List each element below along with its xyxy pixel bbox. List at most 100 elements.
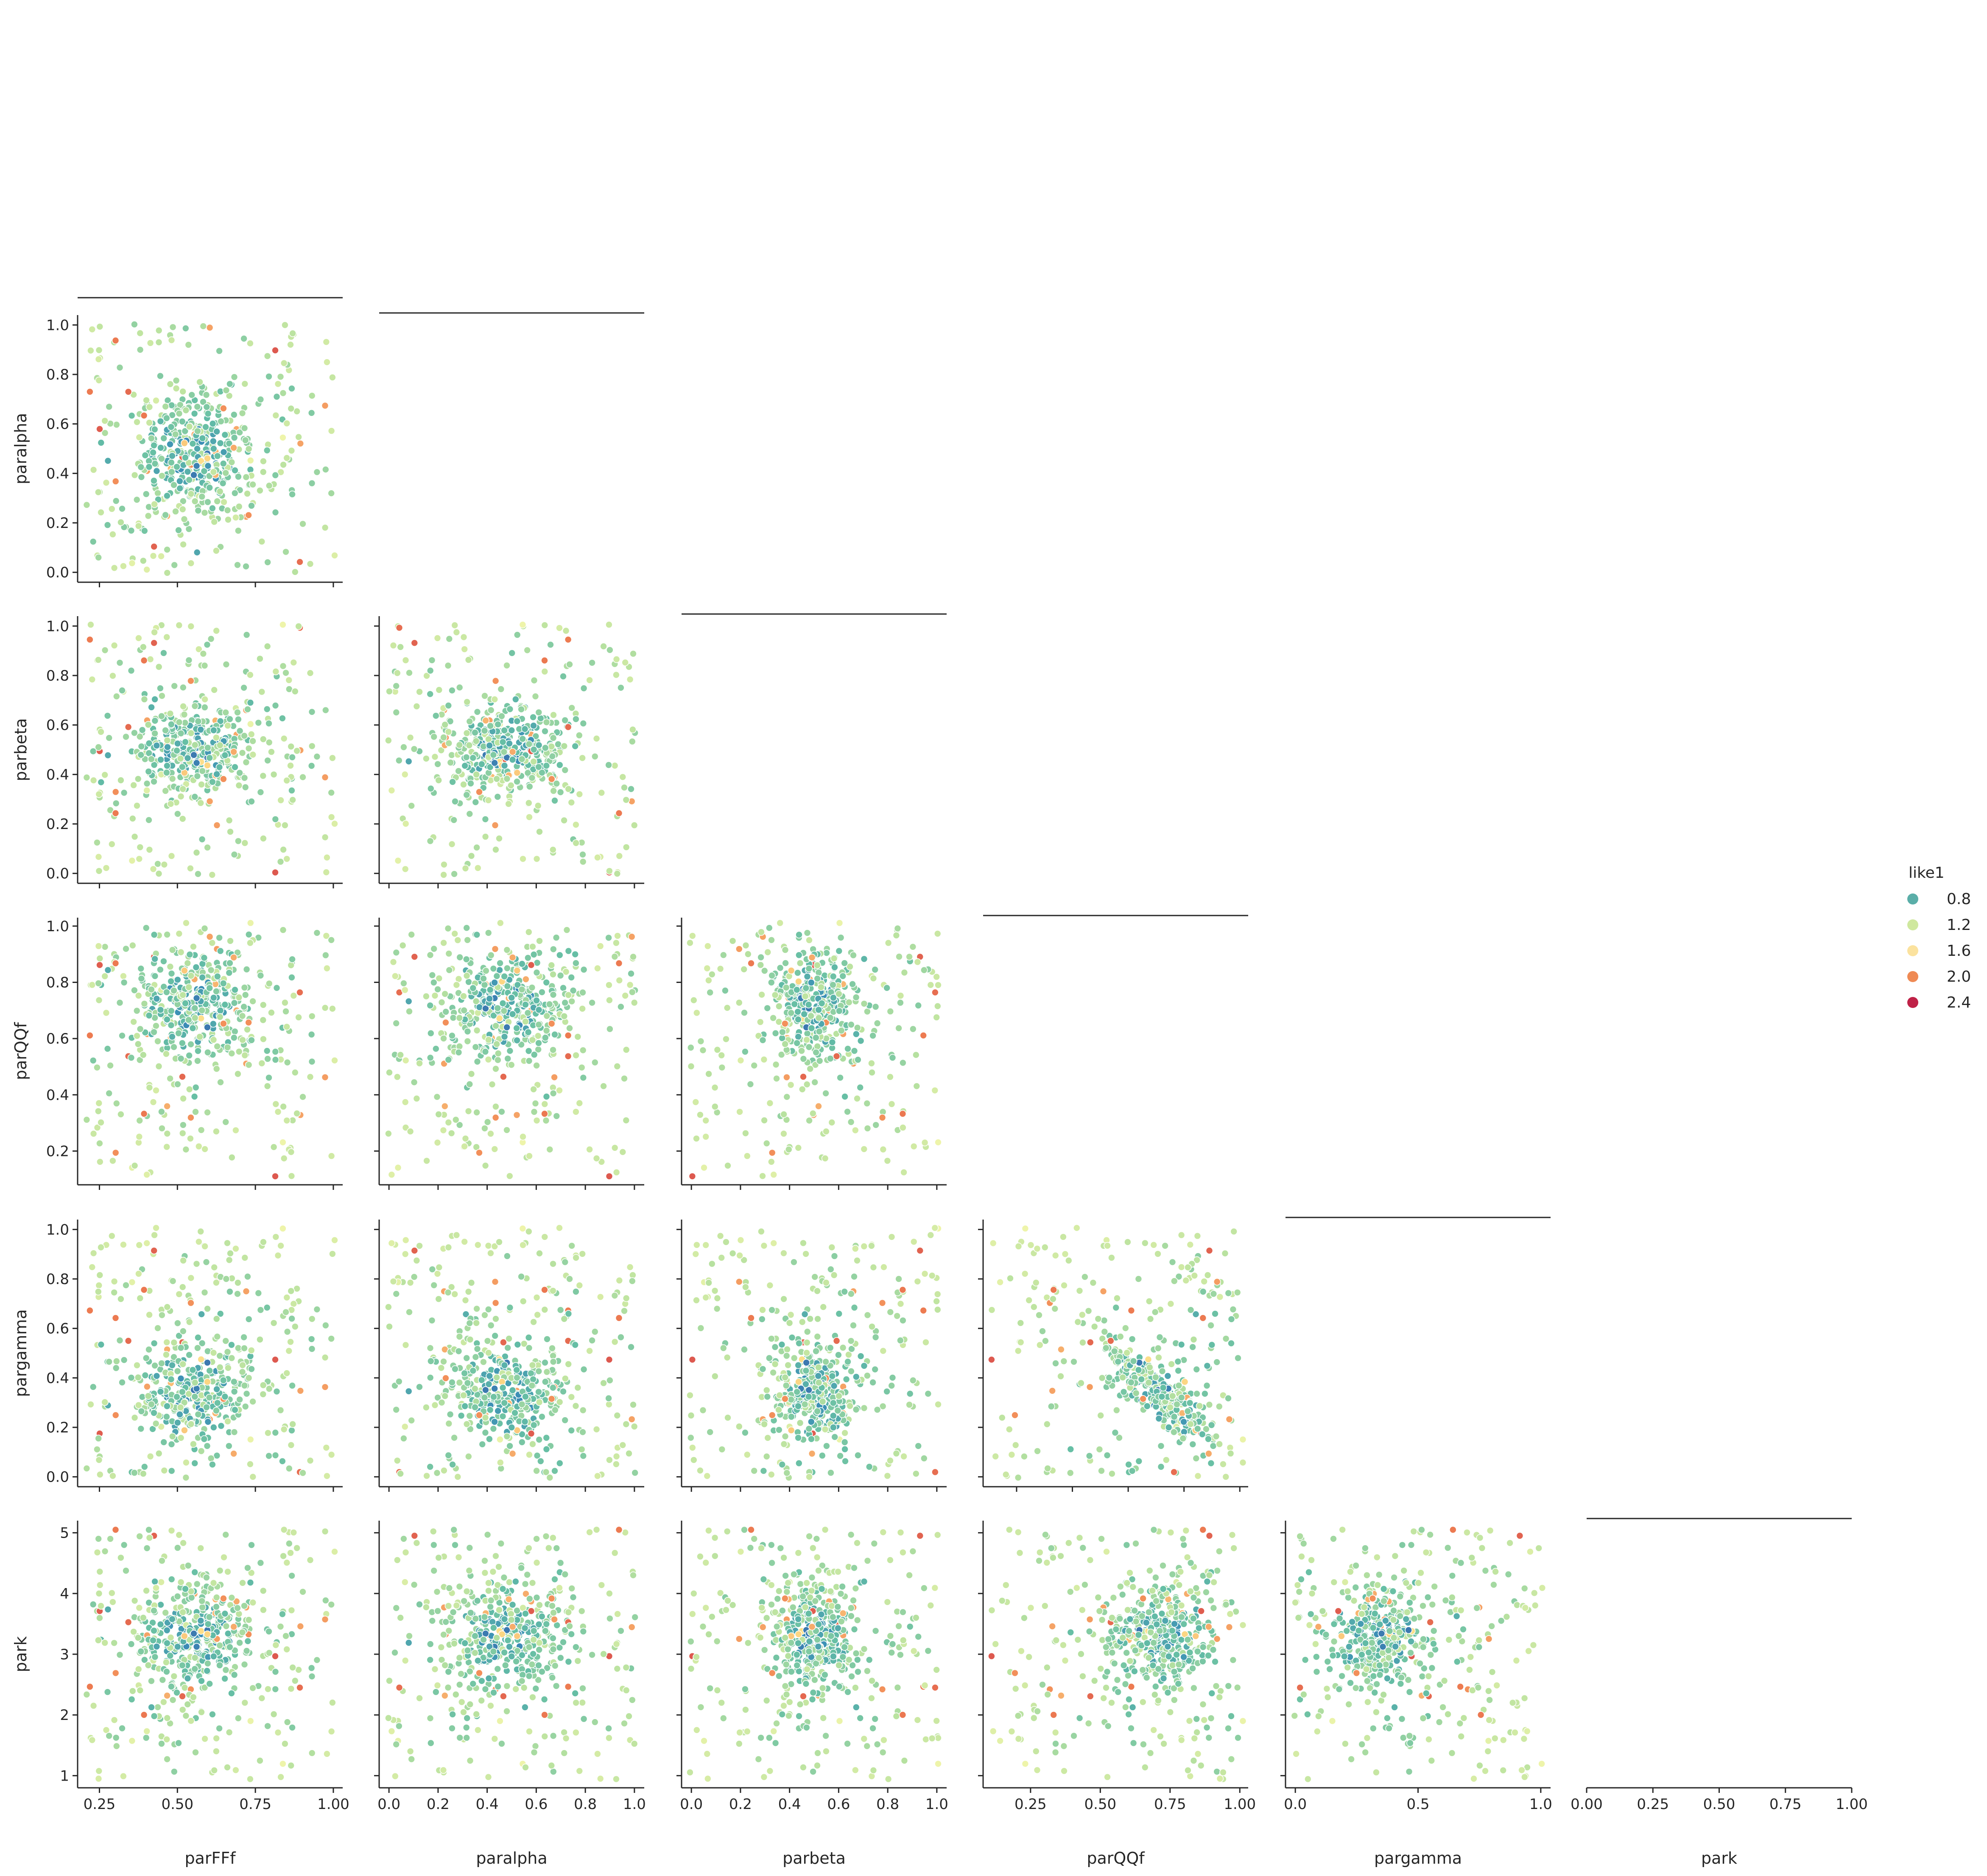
data-point [813,1407,821,1415]
data-point [919,1032,927,1039]
data-point [444,702,453,709]
data-point [163,492,171,500]
data-point [535,1039,542,1047]
data-point [97,1341,105,1348]
data-point [221,751,229,759]
data-point [427,784,435,793]
data-point [134,1374,142,1382]
y-tick-label: 0.4 [46,1370,69,1387]
data-point [543,1368,551,1376]
data-point [177,1375,185,1382]
data-point [567,1393,576,1401]
data-point [207,635,215,643]
data-point [630,821,638,829]
data-point [149,449,157,456]
data-point [265,980,273,988]
data-point [295,1013,302,1021]
data-point [86,388,94,396]
data-point [283,776,291,784]
data-point [626,1263,634,1271]
data-point [461,1402,469,1410]
data-point [182,324,190,332]
data-point [430,1281,438,1289]
data-point [97,508,105,516]
data-point [154,860,162,868]
data-point [313,1306,321,1313]
data-point [783,1352,791,1360]
data-point [872,1121,880,1129]
data-point [860,1000,868,1008]
data-point [743,1152,751,1160]
data-point [747,959,755,967]
data-point [204,410,212,418]
data-point [541,1100,549,1108]
data-point [615,959,623,967]
data-point [140,412,148,419]
data-point [181,1427,188,1434]
data-point [181,439,188,447]
y-tick-label: 0.8 [46,667,69,684]
data-point [392,1019,400,1027]
data-point [177,1055,185,1063]
data-point [467,1279,475,1287]
data-point [204,498,212,506]
scatter-panels: 0.00.20.40.60.81.0paralpha0.00.20.40.60.… [11,297,1868,1868]
data-point [246,466,254,474]
data-point [518,960,526,968]
data-point [461,762,469,770]
data-point [491,1418,498,1426]
data-point [271,1429,279,1437]
data-point [193,849,201,857]
data-point [533,997,540,1005]
data-point [564,723,572,731]
data-point [163,1338,171,1346]
data-point [451,1365,459,1373]
data-point [805,1393,813,1401]
data-point [281,821,289,829]
data-point [239,1036,246,1044]
data-point [163,1413,170,1421]
data-point [200,1435,208,1443]
data-point [548,775,556,783]
data-point [763,1004,771,1012]
data-point [222,709,230,716]
data-point [198,493,206,500]
data-point [150,441,158,449]
data-point [313,468,321,476]
data-point [190,471,198,479]
data-point [519,1297,527,1305]
data-point [472,1353,480,1361]
data-point [853,1024,861,1032]
data-point [225,440,233,447]
data-point [240,1382,249,1390]
data-point [193,403,201,411]
data-point [591,753,599,760]
data-point [246,671,254,679]
data-point [258,688,266,696]
data-point [265,482,273,490]
data-point [322,932,330,940]
data-point [488,1080,496,1088]
data-point [440,1467,448,1474]
data-point [535,1388,542,1396]
data-point [213,497,221,505]
data-point [493,775,500,783]
data-point [813,1333,822,1340]
data-point [145,1311,153,1319]
data-point [235,782,243,789]
data-point [226,959,234,967]
data-point [933,1013,940,1021]
data-point [327,1451,335,1459]
data-point [207,1454,215,1462]
data-point [572,1051,580,1059]
data-point [561,766,569,774]
data-point [187,1299,195,1307]
data-point [509,748,517,756]
data-point [234,1070,242,1078]
data-point [528,774,536,782]
data-point [798,1086,806,1093]
data-point [759,1306,766,1314]
data-point [699,1406,707,1414]
data-point [163,414,170,422]
data-point [210,1349,218,1357]
